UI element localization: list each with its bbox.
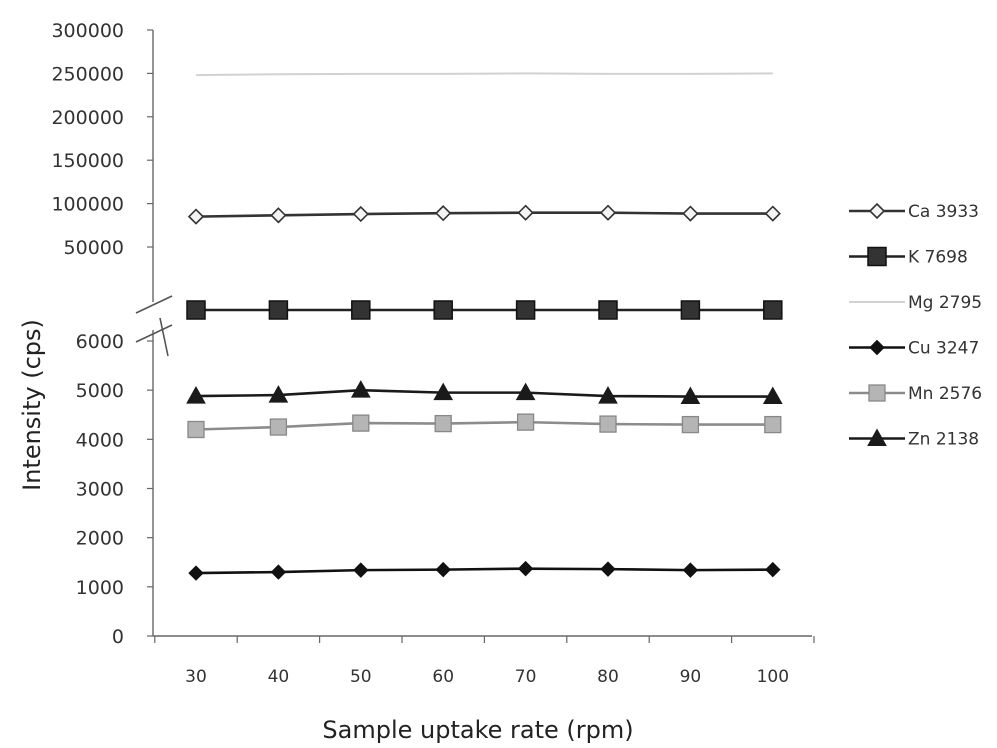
data-point-mn-2576	[681, 415, 700, 434]
y-tick-label: 300000	[51, 20, 124, 42]
x-tick-label: 30	[185, 667, 207, 687]
y-tick-label: 3000	[76, 479, 124, 501]
legend-item-ca-3933: Ca 3933	[849, 202, 979, 222]
data-point-cu-3247	[353, 562, 369, 578]
series-mg-2795	[195, 72, 773, 77]
x-tick-label: 80	[597, 667, 619, 687]
x-axis-title: Sample uptake rate (rpm)	[322, 716, 633, 744]
legend-item-mn-2576: Mn 2576	[849, 384, 982, 404]
legend-label-mg-2795: Mg 2795	[908, 293, 982, 313]
y-tick-label: 5000	[76, 380, 124, 402]
data-point-cu-3247	[600, 561, 616, 577]
data-point-ca-3933	[187, 208, 205, 225]
data-point-mn-2576	[269, 418, 288, 436]
y-tick-label: 1000	[76, 577, 124, 599]
series-cu-3247	[188, 560, 781, 581]
data-point-ca-3933	[435, 205, 452, 222]
x-tick-label: 70	[515, 667, 537, 687]
axis-break-mark	[135, 324, 173, 343]
series-line-zn-2138	[195, 388, 773, 398]
data-point-k-7698	[515, 300, 536, 320]
y-tick-label: 250000	[51, 63, 124, 85]
data-point-k-7698	[433, 300, 453, 320]
series-ca-3933	[187, 204, 781, 225]
y-tick-label: 200000	[51, 107, 124, 129]
axis-break-mark	[135, 295, 173, 314]
legend-label-ca-3933: Ca 3933	[908, 202, 979, 222]
x-tick-label: 100	[757, 667, 789, 687]
x-tick-label: 60	[432, 667, 454, 687]
data-point-cu-3247	[435, 561, 451, 578]
data-point-k-7698	[351, 300, 371, 320]
legend-marker-k-7698	[867, 246, 887, 267]
legend-marker-ca-3933	[868, 202, 886, 220]
data-point-k-7698	[268, 300, 289, 320]
data-point-k-7698	[186, 300, 206, 320]
data-point-ca-3933	[270, 207, 287, 224]
data-point-ca-3933	[517, 204, 534, 221]
data-point-mn-2576	[434, 414, 452, 433]
legend-marker-mn-2576	[868, 384, 886, 402]
y-tick-label: 4000	[76, 429, 124, 451]
legend-label-cu-3247: Cu 3247	[908, 339, 979, 359]
data-point-zn-2138	[762, 386, 783, 405]
data-point-mn-2576	[764, 415, 782, 434]
data-point-zn-2138	[186, 386, 206, 404]
plot-area	[186, 72, 783, 581]
axis-break-mark	[159, 317, 169, 357]
series-line-mg-2795	[195, 72, 773, 77]
legend-item-cu-3247: Cu 3247	[849, 339, 979, 359]
data-point-cu-3247	[270, 564, 287, 580]
data-point-k-7698	[763, 300, 783, 320]
data-point-cu-3247	[188, 565, 204, 581]
data-point-k-7698	[598, 300, 618, 320]
data-point-zn-2138	[268, 385, 289, 403]
data-point-zn-2138	[350, 380, 371, 398]
data-point-ca-3933	[352, 205, 369, 223]
data-point-zn-2138	[515, 382, 536, 401]
data-point-cu-3247	[517, 560, 534, 577]
series-mn-2576	[187, 413, 782, 439]
legend-item-zn-2138: Zn 2138	[849, 428, 979, 450]
x-tick-label: 90	[680, 667, 702, 687]
legend-label-k-7698: K 7698	[908, 248, 968, 268]
y-tick-label: 150000	[51, 150, 124, 172]
data-point-k-7698	[680, 300, 701, 320]
y-tick-label: 0	[112, 626, 124, 648]
legend-label-mn-2576: Mn 2576	[908, 384, 982, 404]
data-point-zn-2138	[598, 386, 618, 404]
series-zn-2138	[186, 380, 783, 405]
legend-label-zn-2138: Zn 2138	[908, 430, 979, 450]
series-line-cu-3247	[195, 567, 773, 575]
x-tick-label: 40	[268, 667, 290, 687]
series-line-ca-3933	[195, 211, 773, 218]
x-tick-label: 50	[350, 667, 372, 687]
legend-item-k-7698: K 7698	[849, 246, 968, 268]
data-point-ca-3933	[682, 205, 699, 222]
y-axis-title: Intensity (cps)	[18, 319, 46, 491]
legend: Ca 3933 K 7698 Mg 2795 Cu 3247 Mn 2576 Zn 213…	[849, 202, 982, 450]
data-point-cu-3247	[682, 562, 699, 578]
y-tick-label: 50000	[64, 237, 124, 259]
legend-marker-zn-2138	[867, 428, 887, 446]
data-point-mn-2576	[599, 415, 617, 433]
data-point-mn-2576	[352, 414, 370, 432]
series-line-mn-2576	[195, 420, 773, 431]
data-point-cu-3247	[765, 561, 781, 578]
y-tick-label: 100000	[51, 194, 124, 216]
y-tick-label: 2000	[76, 528, 124, 550]
axes: 0 1000 2000 3000 4000 5000 6000 50000 100000 1500…	[51, 20, 815, 687]
y-tick-label: 6000	[76, 331, 124, 353]
legend-marker-cu-3247	[869, 339, 885, 356]
data-point-ca-3933	[599, 204, 617, 221]
data-point-zn-2138	[680, 386, 701, 405]
data-point-mn-2576	[187, 420, 205, 439]
data-point-zn-2138	[433, 382, 454, 401]
series-k-7698	[186, 300, 783, 320]
data-point-ca-3933	[764, 205, 781, 222]
data-point-mn-2576	[516, 413, 535, 431]
legend-item-mg-2795: Mg 2795	[849, 293, 982, 313]
